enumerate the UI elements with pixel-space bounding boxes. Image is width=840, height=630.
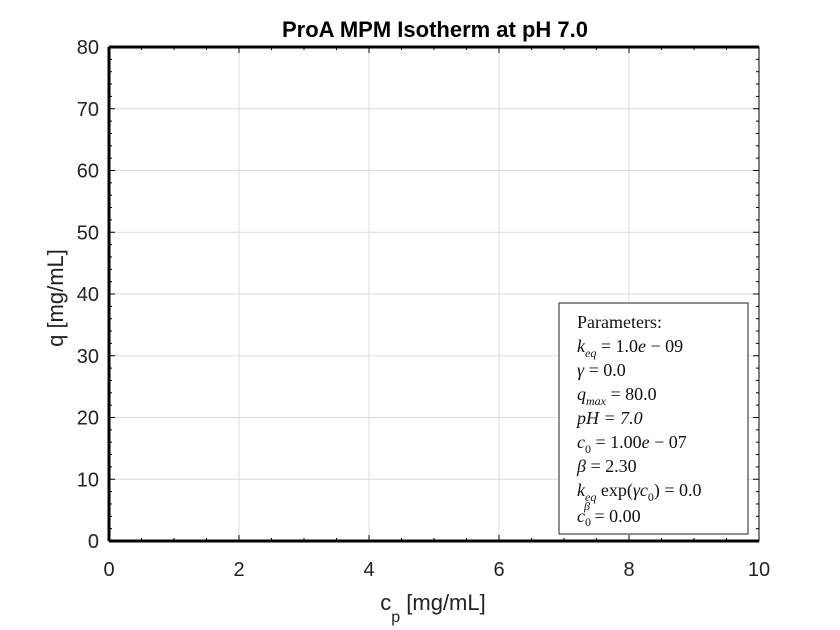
x-tick-labels: 0 2 4 6 8 10 bbox=[103, 559, 770, 581]
y-tick-labels: 0 10 20 30 40 50 60 70 80 bbox=[77, 37, 99, 553]
x-tick-label-5: 10 bbox=[748, 559, 770, 581]
legend-beta: β = 2.30 bbox=[576, 456, 637, 476]
x-axis-label-main: c bbox=[380, 590, 391, 615]
legend-gamma: γ = 0.0 bbox=[577, 360, 626, 380]
y-tick-label-8: 80 bbox=[77, 37, 99, 59]
y-tick-label-7: 70 bbox=[77, 99, 99, 121]
legend-ph: pH = 7.0 bbox=[575, 408, 643, 428]
parameters-legend: Parameters: keq = 1.0e − 09 γ = 0.0 qmax… bbox=[558, 302, 749, 535]
legend-box bbox=[558, 302, 749, 535]
x-tick-label-1: 2 bbox=[233, 559, 244, 581]
x-axis-label-subscript: p bbox=[391, 609, 400, 626]
y-tick-label-5: 50 bbox=[77, 222, 99, 244]
x-tick-label-4: 8 bbox=[623, 559, 634, 581]
legend-heading: Parameters: bbox=[577, 312, 662, 332]
y-axis-label: q [mg/mL] bbox=[43, 249, 68, 347]
y-tick-label-6: 60 bbox=[77, 161, 99, 183]
x-axis-label: cp [mg/mL] bbox=[380, 590, 485, 626]
y-tick-label-2: 20 bbox=[77, 408, 99, 430]
x-tick-label-0: 0 bbox=[103, 559, 114, 581]
x-axis-label-unit: [mg/mL] bbox=[400, 590, 486, 615]
y-tick-label-3: 30 bbox=[77, 346, 99, 368]
x-tick-label-3: 6 bbox=[493, 559, 504, 581]
chart-title: ProA MPM Isotherm at pH 7.0 bbox=[282, 17, 588, 42]
y-tick-label-0: 0 bbox=[88, 531, 99, 553]
y-tick-label-1: 10 bbox=[77, 469, 99, 491]
y-tick-label-4: 40 bbox=[77, 284, 99, 306]
x-tick-label-2: 4 bbox=[363, 559, 374, 581]
